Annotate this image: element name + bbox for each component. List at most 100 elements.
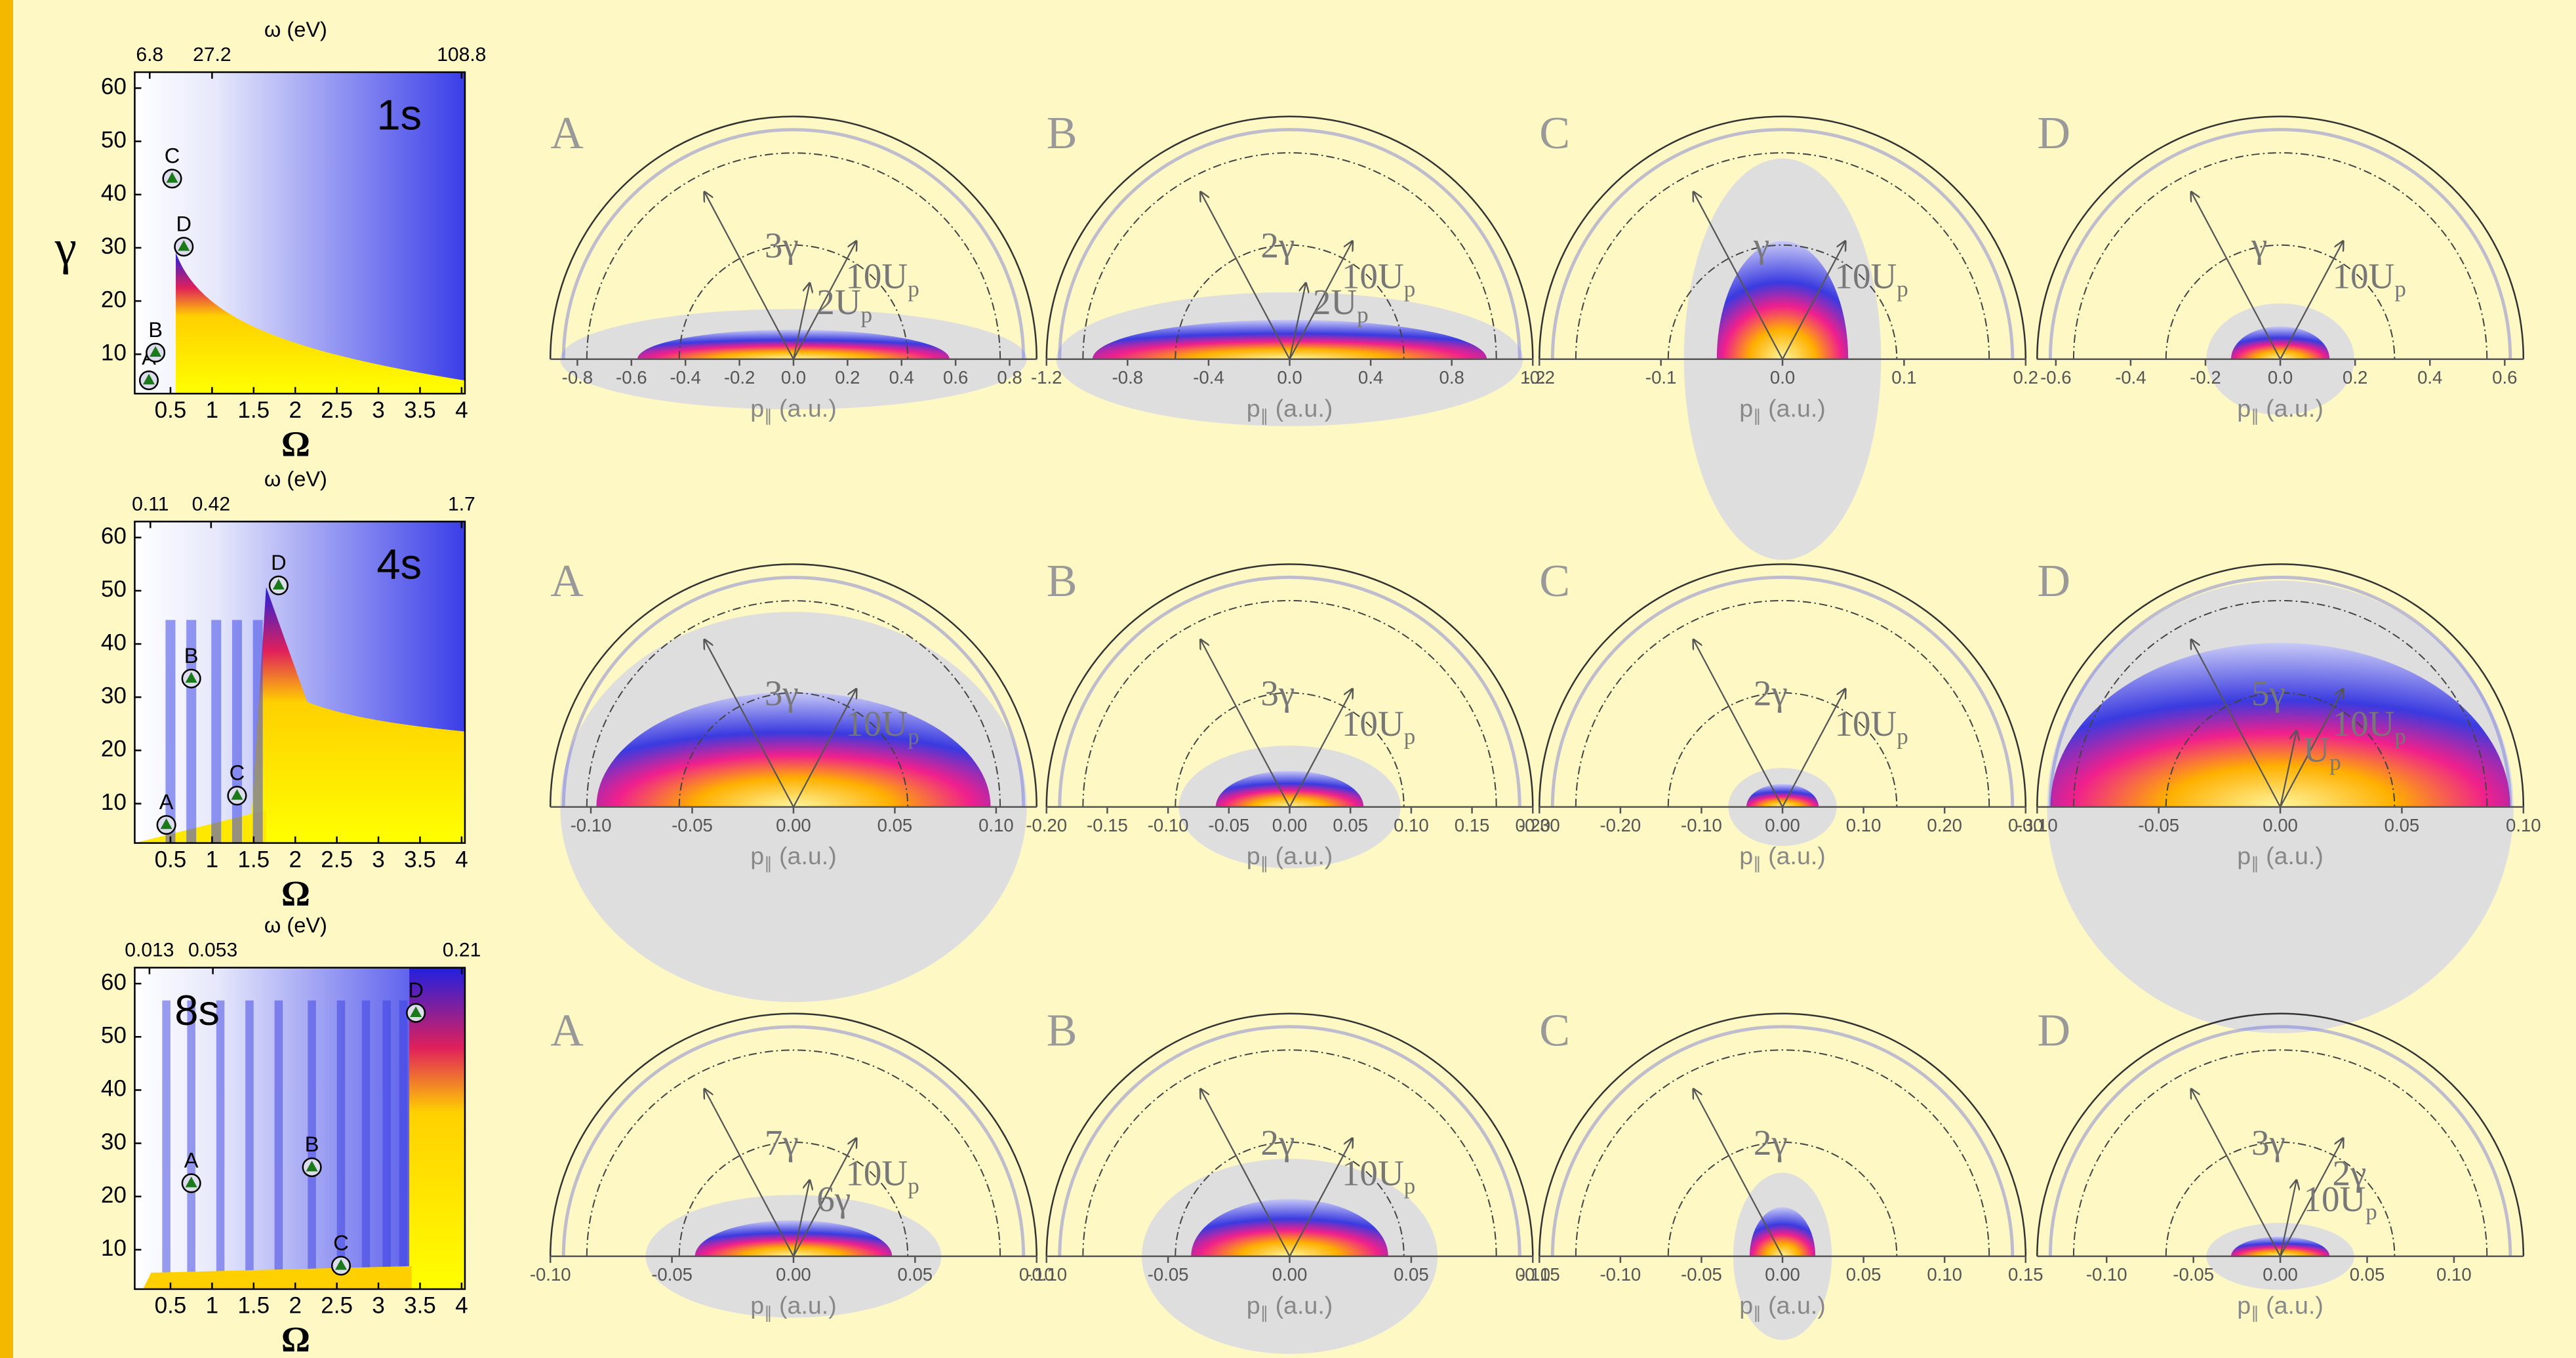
x-tick-label: -0.30 xyxy=(1519,815,1560,835)
arrow xyxy=(2279,1180,2297,1257)
label-unit: (a.u.) xyxy=(2259,842,2324,869)
x-tick-label: 1.5 xyxy=(237,397,270,423)
x-tick-label: -0.05 xyxy=(672,815,713,835)
boundary xyxy=(1045,115,1534,359)
resonance-point xyxy=(302,1157,322,1178)
x-axis-label: p∥ (a.u.) xyxy=(1247,842,1333,873)
map-frame xyxy=(134,71,466,395)
momentum-map: -1.2 -0.8 -0.4 0.0 0.4 0.8 1.2p∥ (a.u.)B2γ10Up… xyxy=(1031,108,1545,426)
top-tick-label: 108.8 xyxy=(437,44,486,66)
annotation-main: 10U xyxy=(1834,256,1897,296)
boundary xyxy=(1045,563,1534,807)
annotation-main: 3γ xyxy=(765,673,799,713)
annotation: γ xyxy=(2251,225,2267,265)
guide-circle xyxy=(1082,600,1497,807)
arrow xyxy=(792,1180,810,1257)
momentum-map: -0.30 -0.20 -0.10 0.00 0.10 0.20 0.30p∥ (a.u.)… xyxy=(1519,556,2043,873)
point-label: D xyxy=(176,212,191,235)
guide-circle xyxy=(678,1141,909,1256)
x-tick-label: -0.4 xyxy=(670,367,700,388)
guide-circle xyxy=(1667,692,1898,807)
annotation: 3γ xyxy=(1260,673,1295,713)
boundary xyxy=(1539,563,2027,807)
guide-circle xyxy=(586,1049,1001,1256)
point-label: A xyxy=(184,1149,199,1172)
y-tick-label: 50 xyxy=(101,576,127,602)
annotation-sub: p xyxy=(2365,1199,2377,1225)
distribution xyxy=(1215,770,1364,807)
annotation-main: 10U xyxy=(1342,1153,1404,1193)
panel-letter: B xyxy=(1047,1005,1077,1056)
resonance-map: 10 20 30 40 50 60 0.5 1 1.5 2 2.5 3 3.5 4 0.013 0.053 0.… xyxy=(101,913,481,1358)
x-tick-label: 3.5 xyxy=(404,1293,436,1319)
arrow xyxy=(792,241,856,360)
label-unit: (a.u.) xyxy=(2259,394,2324,422)
x-tick-label: 0.10 xyxy=(1846,815,1882,835)
label-unit: (a.u.) xyxy=(1761,842,1826,869)
x-tick-label: -0.10 xyxy=(530,1264,571,1285)
map-streak xyxy=(336,1000,346,1289)
x-tick-label: 0.4 xyxy=(889,367,914,388)
label-main: p xyxy=(1247,842,1260,869)
x-tick-label: -0.05 xyxy=(1148,1264,1189,1285)
point-label: D xyxy=(408,978,424,1002)
annotation-main: 10U xyxy=(2303,1179,2365,1219)
map-streak xyxy=(216,1000,225,1289)
guide-circle xyxy=(2072,1049,2488,1256)
x-tick-label: 2.5 xyxy=(321,847,353,872)
label-sub: ∥ xyxy=(1753,407,1761,425)
x-axis-label: p∥ (a.u.) xyxy=(750,394,837,425)
x-tick-label: -0.10 xyxy=(1026,1264,1067,1285)
resonance-point xyxy=(331,1256,351,1276)
guide-circle xyxy=(1175,244,1405,359)
annotation: 10Up xyxy=(1342,256,1415,302)
x-axis-label: p∥ (a.u.) xyxy=(1739,394,1826,425)
x-tick-label: 0.00 xyxy=(1765,1264,1800,1285)
y-tick-label: 40 xyxy=(101,180,127,206)
arrow xyxy=(1782,689,1845,808)
annotation-main: 6γ xyxy=(816,1179,851,1219)
y-tick-label: 20 xyxy=(101,736,127,762)
distribution xyxy=(2230,326,2330,359)
guide-circle xyxy=(1575,152,1990,359)
top-tick-label: 0.053 xyxy=(188,940,237,961)
annotation-main: 10U xyxy=(1342,256,1404,296)
momentum-map: -0.8 -0.6 -0.4 -0.2 0.0 0.2 0.4 0.6 0.8p∥ (a.u.)… xyxy=(549,108,1037,425)
outer-ring xyxy=(1550,128,2015,359)
x-tick-label: 2 xyxy=(289,1293,301,1319)
x-axis-label: p∥ (a.u.) xyxy=(1247,394,1333,425)
top-tick-label: 1.7 xyxy=(448,493,475,515)
point-triangle xyxy=(272,578,285,590)
annotation-sub: p xyxy=(1404,276,1416,302)
top-tick-label: 0.42 xyxy=(192,493,230,515)
outer-ring xyxy=(561,1025,1026,1256)
x-tick-label: 0.4 xyxy=(2417,367,2442,388)
annotation-sub: p xyxy=(1404,1173,1416,1199)
guide-circle xyxy=(1175,1141,1405,1256)
y-tick-label: 60 xyxy=(101,969,127,995)
annotation-main: 10U xyxy=(2332,256,2394,296)
map-frame xyxy=(134,967,466,1290)
arrow xyxy=(1289,1138,1353,1257)
outer-ring xyxy=(1058,576,1521,807)
annotation-main: 10U xyxy=(2332,704,2394,744)
x-tick-label: 0.05 xyxy=(1333,815,1368,835)
x-axis-label: p∥ (a.u.) xyxy=(2237,394,2324,425)
boundary xyxy=(1539,1012,2027,1256)
annotation: 10Up xyxy=(1834,704,1908,749)
y-tick-label: 10 xyxy=(101,789,127,815)
annotation-sub: p xyxy=(1404,724,1416,749)
x-tick-label: 0.05 xyxy=(2350,1264,2385,1285)
arrow xyxy=(2280,241,2343,360)
arrow xyxy=(704,640,794,808)
x-tick-label: -0.10 xyxy=(1148,815,1189,835)
x-tick-label: 0.20 xyxy=(1927,815,1962,835)
point-triangle xyxy=(142,373,155,385)
y-tick-label: 10 xyxy=(101,1235,127,1261)
panel-letter: C xyxy=(1539,556,1570,607)
annotation-main: 2γ xyxy=(1260,225,1295,265)
x-tick-label: 0.10 xyxy=(978,815,1014,835)
resonance-point xyxy=(227,786,247,806)
